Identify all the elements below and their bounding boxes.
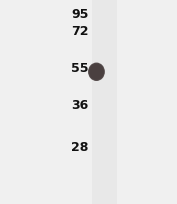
Ellipse shape (89, 64, 104, 81)
Text: 95: 95 (71, 8, 88, 21)
Ellipse shape (93, 68, 100, 76)
Ellipse shape (93, 69, 99, 76)
Ellipse shape (89, 65, 104, 80)
Ellipse shape (90, 65, 103, 79)
Ellipse shape (91, 66, 102, 79)
Ellipse shape (92, 67, 102, 78)
Text: 55: 55 (71, 62, 88, 75)
Text: 72: 72 (71, 25, 88, 38)
Text: 36: 36 (71, 99, 88, 112)
Ellipse shape (88, 63, 105, 82)
Bar (92, 0, 117, 204)
Ellipse shape (92, 68, 101, 77)
Ellipse shape (94, 70, 99, 75)
Text: 28: 28 (71, 140, 88, 153)
